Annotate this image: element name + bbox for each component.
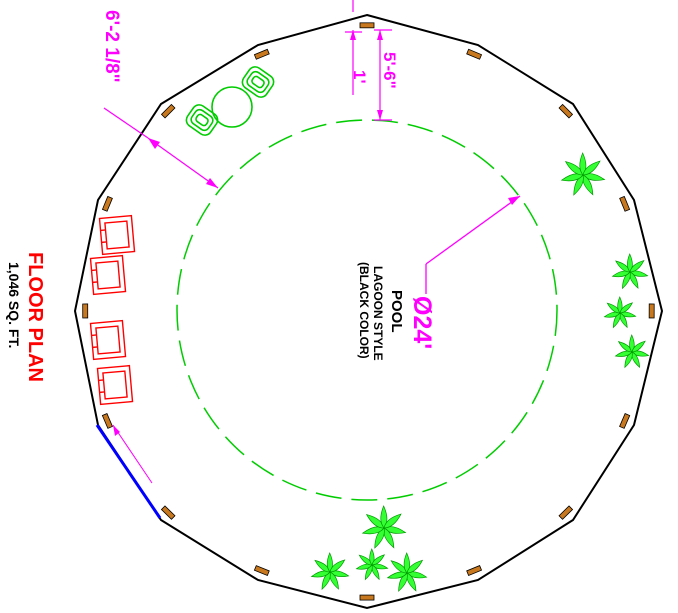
palm-plant-icon — [386, 552, 428, 592]
palm-plant-icon — [361, 505, 407, 549]
pool-label: POOL — [388, 290, 405, 333]
wood-post-icon — [619, 195, 631, 212]
floor-plan-area: 1,046 SQ. FT. — [6, 262, 22, 348]
palm-plant-icon — [310, 552, 350, 591]
dimension-label-wall-to-pool: 6'-2 1/8" — [101, 10, 122, 83]
wood-post-icon — [82, 303, 89, 319]
wood-post-icon — [558, 103, 574, 119]
wood-post-icon — [359, 22, 375, 29]
wood-post-icon — [160, 103, 176, 119]
table-and-chairs-icon — [185, 66, 275, 136]
palm-plant-icon — [560, 152, 606, 196]
dimension-wall-to-pool — [103, 107, 219, 189]
pool-style-label: LAGOON STYLE — [371, 266, 385, 361]
wood-post-icon — [359, 594, 375, 601]
wood-post-icon — [101, 195, 113, 212]
wood-post-icon — [558, 505, 574, 520]
palm-plant-icon — [355, 548, 389, 581]
palm-plant-icon — [603, 296, 637, 329]
wood-post-icon-group — [82, 22, 655, 601]
palm-plant-icon-group — [310, 152, 650, 592]
enclosure-wall — [73, 13, 664, 610]
dimension-post-to-pool — [345, 0, 392, 121]
wood-post-icon — [648, 303, 655, 319]
sliding-door-icon — [95, 424, 162, 519]
lounge-chair-icon — [89, 319, 127, 361]
wood-post-icon — [253, 48, 270, 60]
palm-plant-icon — [614, 334, 650, 369]
wood-post-icon — [466, 48, 483, 60]
lounge-chair-icon-group — [89, 214, 136, 406]
pool-diameter-label: Ø24' — [408, 296, 436, 349]
wood-post-icon — [101, 413, 113, 429]
wood-post-icon — [160, 505, 176, 520]
wood-post-icon — [619, 413, 631, 429]
dimension-label-post-to-pool: 5'-6" — [380, 52, 399, 89]
lounge-chair-icon — [98, 214, 136, 256]
pool-outline — [176, 119, 558, 501]
pool-diameter-leader — [425, 195, 521, 294]
dimension-label-post-width: 1' — [350, 70, 369, 84]
wood-post-icon — [466, 565, 483, 577]
palm-plant-icon — [611, 253, 649, 290]
pool-color-label: (BLACK COLOR) — [357, 262, 371, 359]
wood-post-icon — [253, 565, 270, 577]
lounge-chair-icon — [96, 364, 134, 406]
lounge-chair-icon — [89, 254, 127, 296]
floor-plan-title: FLOOR PLAN — [24, 252, 46, 382]
